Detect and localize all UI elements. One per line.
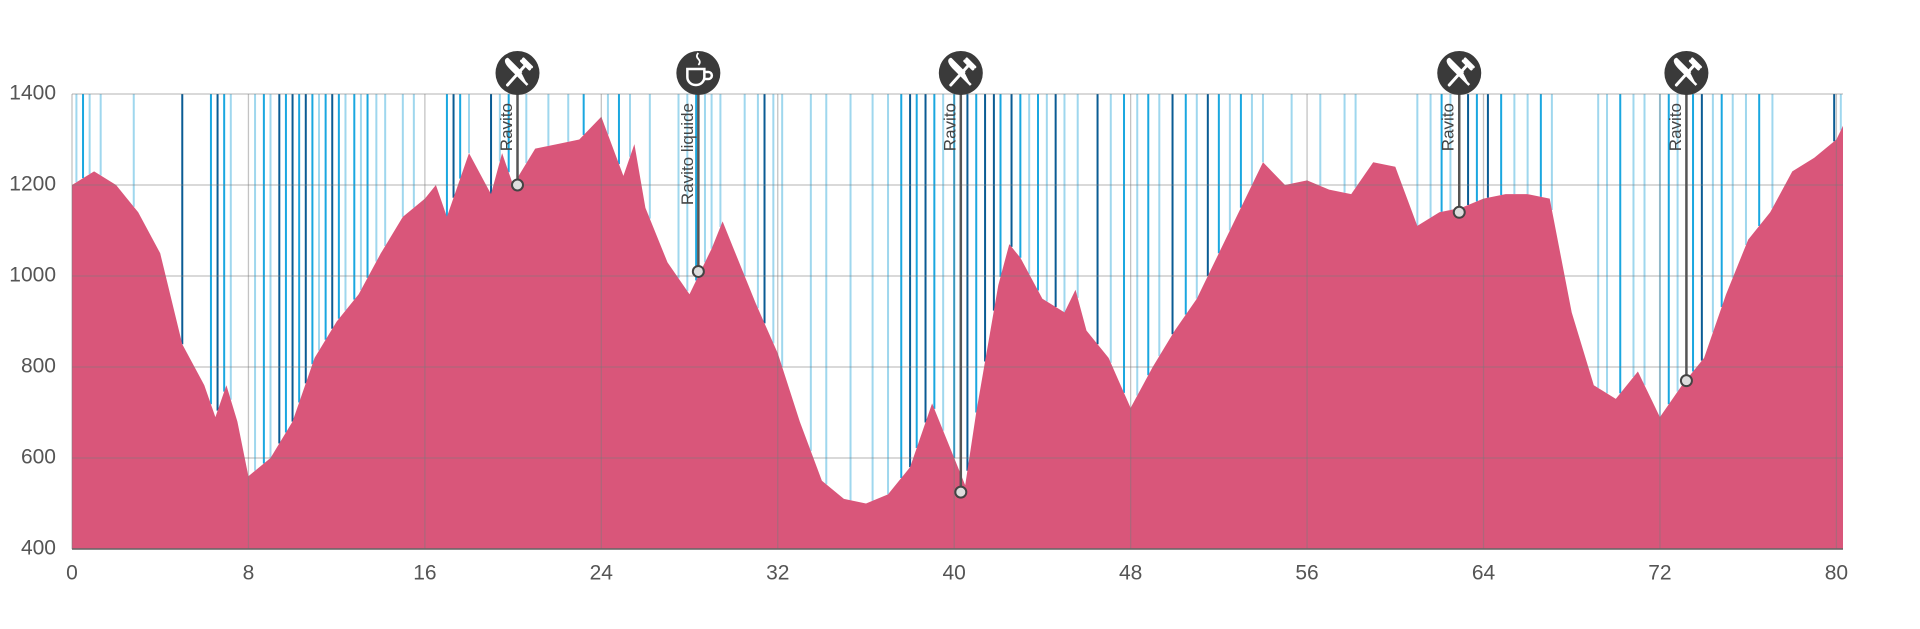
marker-label: Ravito liquide	[678, 103, 697, 205]
marker-point	[511, 178, 525, 192]
elevation-area	[72, 116, 1843, 550]
marker-point	[1679, 374, 1693, 388]
x-tick-label: 16	[413, 562, 436, 585]
x-tick-label: 0	[66, 562, 78, 585]
icon-cup	[686, 67, 714, 87]
icon-circle	[676, 51, 721, 95]
x-tick-label: 64	[1472, 562, 1496, 585]
marker-label: Ravito	[497, 103, 516, 151]
y-tick-label: 600	[21, 446, 56, 469]
marker-point	[691, 264, 705, 278]
x-tick-label: 56	[1295, 562, 1318, 585]
marker-icon	[1437, 51, 1482, 95]
icon-knife	[948, 57, 972, 86]
x-tick-label: 72	[1648, 562, 1671, 585]
y-tick-label: 1000	[9, 264, 56, 287]
marker-point	[1452, 205, 1466, 219]
icon-knife	[504, 57, 529, 86]
marker-icon	[938, 51, 983, 95]
icon-knife	[1446, 57, 1471, 86]
marker-label: Ravito	[1666, 103, 1685, 151]
x-tick-label: 24	[590, 562, 614, 585]
y-tick-label: 400	[21, 537, 56, 560]
x-tick-label: 80	[1825, 562, 1848, 585]
y-tick-label: 800	[21, 355, 56, 378]
marker-icon	[1664, 51, 1709, 95]
marker-label: Ravito	[1439, 103, 1458, 151]
marker-icon	[495, 51, 540, 95]
x-tick-label: 32	[766, 562, 789, 585]
marker-icon	[676, 51, 721, 95]
icon-steam	[695, 52, 701, 66]
x-tick-label: 48	[1119, 562, 1142, 585]
x-tick-label: 40	[943, 562, 966, 585]
x-tick-label: 8	[243, 562, 255, 585]
marker-label: Ravito	[940, 103, 959, 151]
y-tick-label: 1200	[9, 173, 56, 196]
icon-knife	[1673, 57, 1698, 86]
marker-point	[954, 485, 968, 499]
y-tick-label: 1400	[9, 82, 56, 105]
